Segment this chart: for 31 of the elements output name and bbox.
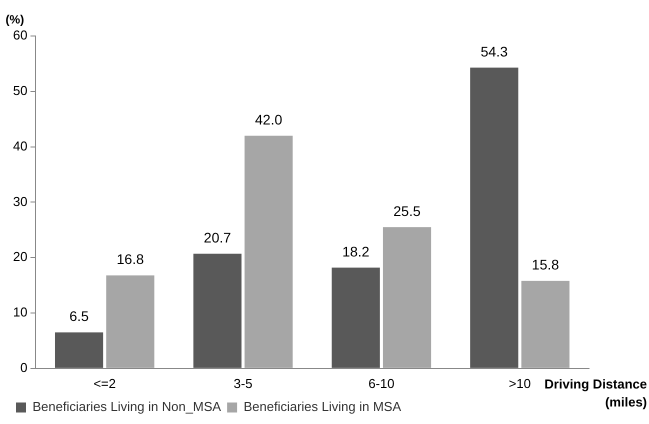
- y-tick-label: 10: [12, 304, 28, 320]
- bar: [470, 68, 518, 368]
- bar: [521, 280, 570, 368]
- bar: [54, 332, 104, 368]
- y-tick-label: 50: [12, 82, 28, 98]
- data-label: 20.7: [204, 230, 232, 246]
- y-axis-title: (%): [5, 12, 24, 26]
- data-label: 15.8: [532, 256, 560, 273]
- bar: [106, 275, 154, 368]
- x-axis-title: Driving Distance (miles): [544, 376, 648, 410]
- y-tick-label: 40: [12, 138, 28, 154]
- data-label: 42.0: [255, 112, 282, 128]
- data-label: 16.8: [116, 251, 144, 268]
- y-tick-label: 30: [12, 194, 28, 209]
- x-tick-label: <=2: [93, 376, 116, 391]
- x-tick-label: >10: [508, 376, 531, 391]
- bar: [382, 227, 432, 368]
- bar: [244, 136, 293, 368]
- legend-label: Beneficiaries Living in Non_MSA: [32, 399, 222, 414]
- y-tick-label: 0: [20, 360, 28, 375]
- data-label: 54.3: [480, 43, 508, 60]
- bar: [193, 254, 242, 368]
- bar: [332, 268, 380, 368]
- data-label: 18.2: [342, 243, 370, 260]
- data-label: 25.5: [393, 202, 421, 219]
- y-tick-label: 20: [12, 249, 28, 264]
- x-tick-label: 3-5: [234, 376, 252, 391]
- data-label: 6.5: [69, 308, 89, 324]
- x-tick-label: 6-10: [368, 376, 394, 391]
- y-tick-label: 60: [12, 28, 28, 43]
- legend-label: Beneficiaries Living in MSA: [244, 399, 402, 414]
